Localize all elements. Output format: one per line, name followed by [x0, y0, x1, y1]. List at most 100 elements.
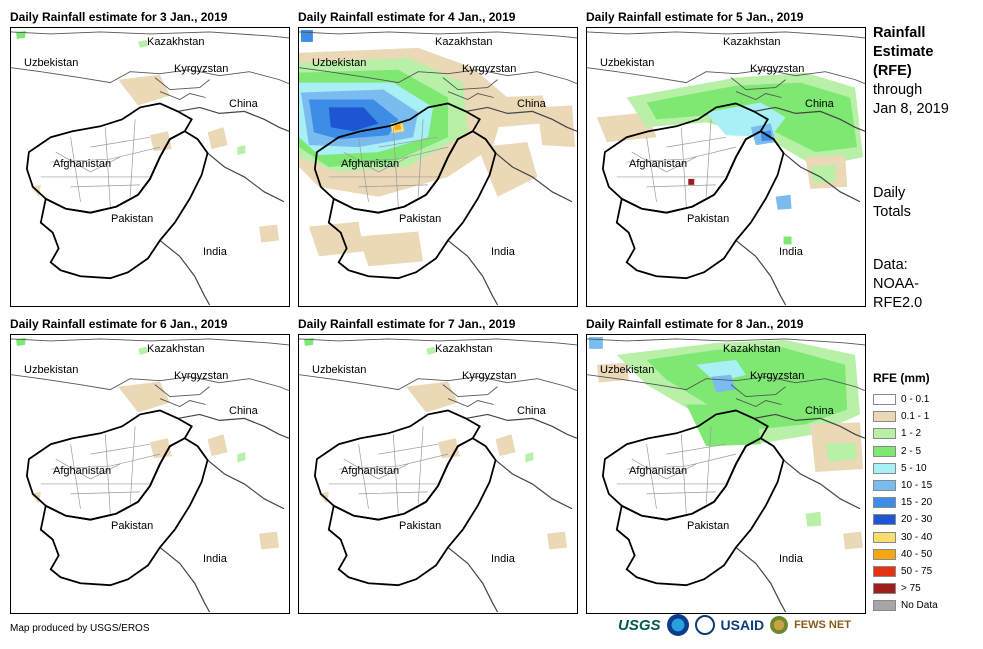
map-label-afghanistan: Afghanistan — [341, 158, 400, 170]
map-label-uzbekistan: Uzbekistan — [24, 364, 79, 376]
panel-title: Daily Rainfall estimate for 3 Jan., 2019 — [10, 10, 228, 24]
legend-item: 10 - 15 — [873, 477, 938, 494]
legend-label: 15 - 20 — [901, 497, 933, 509]
country-boundaries — [11, 338, 289, 407]
rainfall-area — [237, 145, 246, 156]
legend-item: No Data — [873, 597, 938, 614]
rainfall-area — [394, 124, 402, 131]
india-border — [447, 459, 573, 613]
usgs-logo: USGS — [618, 616, 661, 634]
rainfall-map: Kazakhstan Uzbekistan Kyrgyzstan China Afgha… — [298, 334, 578, 614]
map-label-pakistan: Pakistan — [399, 213, 442, 225]
map-label-kyrgyzstan: Kyrgyzstan — [750, 63, 805, 75]
map-label-china: China — [229, 405, 258, 417]
rainfall-area — [426, 346, 437, 355]
legend-swatch — [873, 480, 896, 492]
daily-label: Daily — [873, 185, 906, 201]
afghanistan-outline — [601, 409, 769, 521]
map-label-china: China — [805, 98, 834, 110]
map-label-pakistan: Pakistan — [399, 520, 442, 532]
legend-label: 5 - 10 — [901, 462, 927, 474]
map-label-pakistan: Pakistan — [687, 520, 730, 532]
legend-item: 20 - 30 — [873, 511, 938, 528]
province-boundaries — [328, 426, 449, 514]
legend-item: 2 - 5 — [873, 443, 938, 460]
rainfall-map: Kazakhstan Uzbekistan Kyrgyzstan China Afgha… — [586, 27, 866, 307]
india-border — [735, 459, 861, 613]
legend-swatch — [873, 583, 896, 595]
legend-swatch — [873, 600, 896, 612]
province-boundaries — [40, 426, 161, 514]
legend-label: 30 - 40 — [901, 531, 933, 543]
panel-title: Daily Rainfall estimate for 7 Jan., 2019 — [298, 317, 516, 331]
legend-swatch — [873, 514, 896, 526]
rfe-title-line-1: Rainfall — [873, 25, 926, 41]
legend-swatch — [873, 445, 896, 457]
rfe-title-line-2: Estimate — [873, 44, 934, 60]
china-border — [177, 106, 289, 132]
map-label-kyrgyzstan: Kyrgyzstan — [462, 63, 517, 75]
map-label-pakistan: Pakistan — [687, 213, 730, 225]
daily-totals-note: Daily Totals — [873, 184, 911, 222]
map-drawing — [299, 29, 577, 306]
map-label-india: India — [779, 246, 803, 258]
map-label-afghanistan: Afghanistan — [629, 465, 688, 477]
china-border — [753, 106, 865, 132]
pakistan-outline — [327, 437, 497, 587]
legend-swatch — [873, 428, 896, 440]
rfe-legend: RFE (mm) 0 - 0.1 0.1 - 1 1 - 2 2 - 5 5 - 10 1… — [873, 371, 938, 614]
map-label-kazakhstan: Kazakhstan — [723, 343, 781, 355]
map-label-india: India — [203, 553, 227, 565]
rainfall-area — [495, 434, 516, 457]
rainfall-area — [547, 531, 568, 550]
noaa-logo — [666, 614, 689, 636]
rainfall-area — [843, 531, 864, 550]
legend-label: No Data — [901, 600, 938, 612]
rfe-title: Rainfall Estimate (RFE) through Jan 8, 2… — [873, 24, 949, 119]
map-drawing — [587, 336, 865, 613]
afghanistan-outline — [25, 102, 193, 214]
rfe-date: Jan 8, 2019 — [873, 101, 949, 117]
panel-title: Daily Rainfall estimate for 5 Jan., 2019 — [586, 10, 804, 24]
map-label-china: China — [805, 405, 834, 417]
legend-label: 40 - 50 — [901, 548, 933, 560]
rainfall-area — [406, 381, 458, 413]
rainfall-area — [487, 95, 553, 128]
panel-title: Daily Rainfall estimate for 6 Jan., 2019 — [10, 317, 228, 331]
rainfall-area — [825, 442, 858, 463]
map-label-afghanistan: Afghanistan — [629, 158, 688, 170]
province-boundaries — [328, 119, 449, 207]
map-label-kazakhstan: Kazakhstan — [435, 343, 493, 355]
map-label-india: India — [203, 246, 227, 258]
rainfall-area — [259, 224, 280, 243]
china-border — [177, 413, 289, 439]
map-label-kyrgyzstan: Kyrgyzstan — [174, 370, 229, 382]
rainfall-area — [308, 221, 364, 257]
rainfall-map: Kazakhstan Uzbekistan Kyrgyzstan China Afgha… — [10, 27, 290, 307]
rainfall-area — [207, 434, 228, 457]
legend-swatch — [873, 531, 896, 543]
map-drawing — [299, 337, 577, 613]
afghanistan-outline — [601, 102, 769, 214]
india-border — [735, 152, 861, 306]
legend-item: 50 - 75 — [873, 563, 938, 580]
india-border — [159, 152, 285, 306]
legend-label: 1 - 2 — [901, 428, 922, 440]
map-label-kyrgyzstan: Kyrgyzstan — [750, 370, 805, 382]
map-label-kazakhstan: Kazakhstan — [723, 36, 781, 48]
data-label: Data: — [873, 257, 908, 273]
legend-item: 0 - 0.1 — [873, 391, 938, 408]
legend-label: 20 - 30 — [901, 514, 933, 526]
india-border — [447, 152, 573, 306]
country-boundaries — [587, 31, 865, 100]
country-boundaries — [299, 338, 577, 407]
map-drawing — [11, 337, 289, 613]
province-boundaries — [616, 119, 737, 207]
map-credit: Map produced by USGS/EROS — [10, 623, 150, 634]
pakistan-outline — [39, 437, 209, 587]
legend-label: 10 - 15 — [901, 480, 933, 492]
legend-label: 50 - 75 — [901, 565, 933, 577]
legend-item: 1 - 2 — [873, 425, 938, 442]
map-label-china: China — [517, 98, 546, 110]
china-border — [465, 413, 577, 439]
